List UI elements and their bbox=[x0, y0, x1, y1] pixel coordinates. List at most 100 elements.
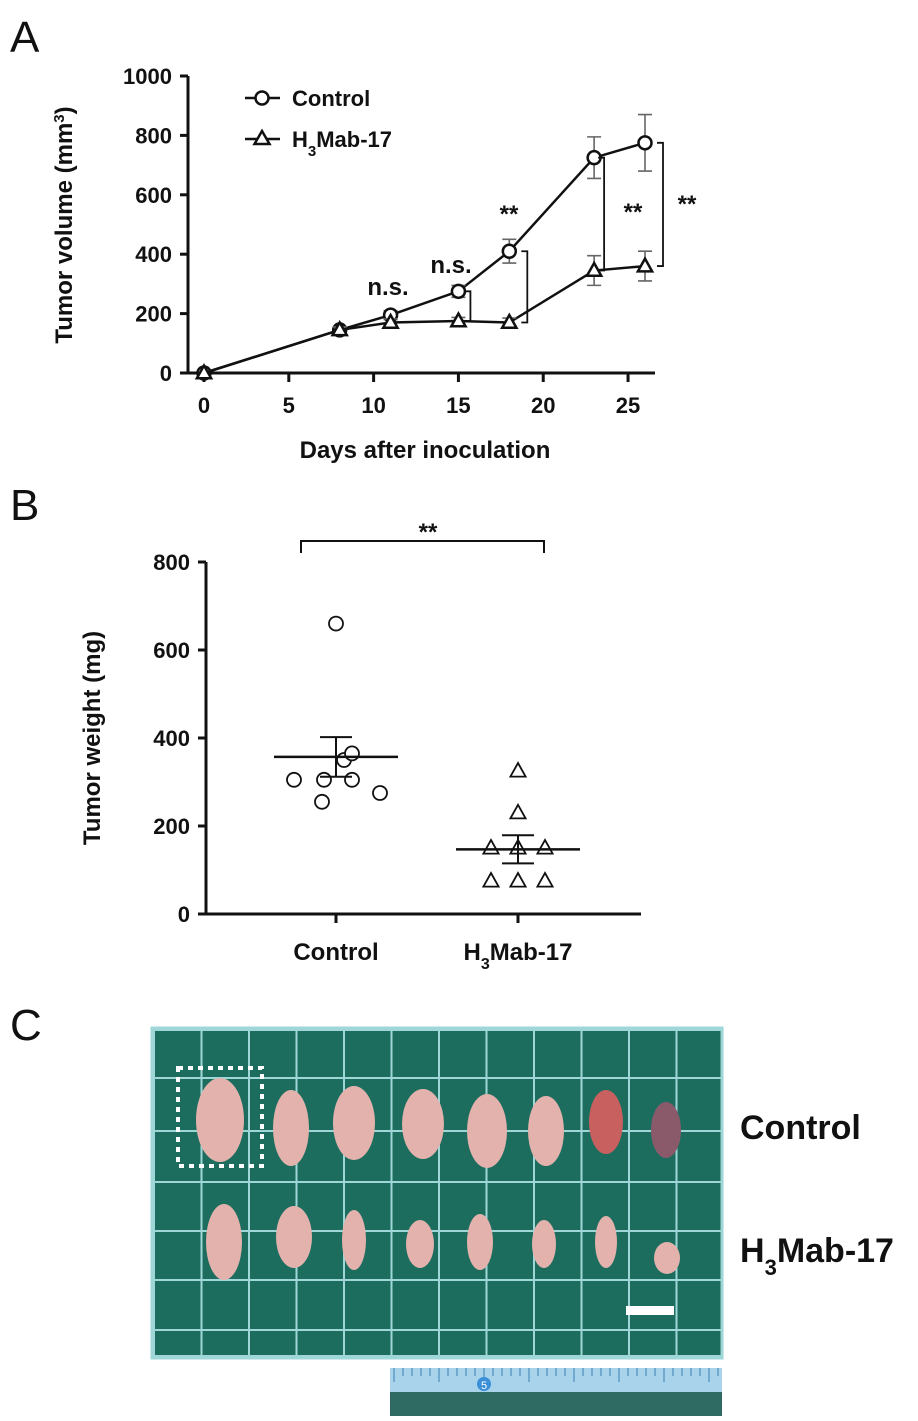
control-weight-point bbox=[344, 771, 360, 788]
ruler-mark-label: 5 bbox=[481, 1380, 487, 1392]
significance-bracket bbox=[464, 290, 472, 322]
control-data-point bbox=[501, 243, 518, 259]
ruler-mark-circle bbox=[477, 1377, 491, 1391]
panel-b-letter: B bbox=[10, 481, 39, 530]
tumor-specimens bbox=[196, 1078, 681, 1280]
control-weight-point bbox=[286, 771, 302, 788]
control-weight-point bbox=[316, 771, 332, 788]
a-x-tick-label: 25 bbox=[616, 393, 640, 418]
a-y-tick-label: 0 bbox=[160, 361, 172, 386]
highlight-box bbox=[176, 1066, 264, 1168]
a-y-tick-label: 1000 bbox=[123, 64, 172, 89]
tumor-specimen bbox=[276, 1206, 312, 1268]
a-y-tick-label: 400 bbox=[135, 242, 172, 267]
a-y-tick-label: 600 bbox=[135, 183, 172, 208]
sem-error-bar bbox=[502, 834, 534, 865]
b-y-tick-label: 200 bbox=[153, 814, 190, 839]
row-label-control: Control bbox=[740, 1109, 861, 1147]
significance-label: n.s. bbox=[430, 252, 471, 279]
tumor-volume-line-chart: 0 200 400 600 800 1000 0 5 10 15 20 25 Tumor volum… bbox=[51, 64, 697, 464]
tumor-specimen bbox=[651, 1102, 681, 1158]
h3mab-weight-point bbox=[508, 802, 528, 820]
h3mab-weight-point bbox=[535, 871, 555, 888]
h3mab-weight-point bbox=[481, 838, 501, 855]
h3mab-data-point bbox=[194, 362, 214, 380]
photo-mat bbox=[152, 1028, 722, 1358]
photo-border bbox=[150, 1026, 724, 1360]
row-label-h3mab: H3Mab-17 bbox=[740, 1232, 894, 1280]
significance-bracket bbox=[657, 141, 664, 267]
tumor-specimen bbox=[402, 1089, 444, 1159]
ruler-ticks bbox=[393, 1368, 719, 1382]
h3mab-data-point bbox=[635, 256, 655, 273]
control-weight-point bbox=[314, 793, 330, 810]
control-weight-point bbox=[328, 615, 344, 632]
b-y-tick-label: 600 bbox=[153, 638, 190, 663]
tumor-specimen bbox=[333, 1086, 375, 1160]
legend-control-label: Control bbox=[292, 86, 370, 111]
tumor-specimen bbox=[467, 1094, 507, 1168]
legend-h3mab-label: H3Mab-17 bbox=[292, 127, 392, 160]
a-x-tick-label: 20 bbox=[531, 393, 555, 418]
a-x-ticks: 0 5 10 15 20 25 bbox=[198, 373, 640, 418]
legend-control-marker bbox=[254, 90, 270, 106]
a-x-tick-label: 0 bbox=[198, 393, 210, 418]
significance-label: n.s. bbox=[367, 274, 408, 301]
tumor-specimen bbox=[532, 1220, 556, 1268]
tumor-photo: 5 Control H3Mab-17 bbox=[150, 1026, 894, 1416]
h3mab-data-point bbox=[381, 312, 400, 330]
significance-bracket bbox=[598, 156, 606, 272]
h3mab-data-point bbox=[449, 310, 468, 328]
a-significance-brackets: n.s. n.s. ** ** ** bbox=[367, 141, 697, 324]
a-y-tick-label: 200 bbox=[135, 302, 172, 327]
b-y-ticks: 0 200 400 600 800 bbox=[153, 550, 206, 927]
b-y-axis-label: Tumor weight (mg) bbox=[79, 631, 106, 845]
significance-label: ** bbox=[624, 199, 643, 226]
a-x-axis-label: Days after inoculation bbox=[300, 437, 551, 464]
tumor-specimen bbox=[206, 1204, 242, 1280]
b-y-tick-label: 800 bbox=[153, 550, 190, 575]
significance-bracket bbox=[521, 250, 529, 324]
control-data-point bbox=[450, 283, 467, 300]
control-series-line bbox=[203, 141, 646, 375]
h3mab-data-point bbox=[500, 312, 519, 330]
h3mab-data-point bbox=[584, 260, 604, 278]
a-x-tick-label: 10 bbox=[361, 393, 385, 418]
b-significance-bracket: ** bbox=[300, 519, 545, 553]
panel-c-letter: C bbox=[10, 1001, 42, 1050]
h3mab-weight-point bbox=[508, 761, 528, 778]
a-series-layer bbox=[194, 113, 655, 381]
tumor-weight-scatter-chart: 0 200 400 600 800 Tumor weight (mg) Control H… bbox=[79, 519, 641, 973]
ruler: 5 bbox=[390, 1368, 722, 1416]
a-y-axis-label: Tumor volume (mm3) bbox=[51, 106, 79, 343]
h3mab-series-line bbox=[203, 264, 646, 375]
a-y-ticks: 0 200 400 600 800 1000 bbox=[123, 64, 188, 386]
a-legend: Control H3Mab-17 bbox=[245, 86, 392, 160]
h3mab-weight-point bbox=[508, 871, 528, 888]
tumor-specimen bbox=[528, 1096, 564, 1166]
panel-a-letter: A bbox=[10, 13, 40, 62]
tumor-specimen bbox=[654, 1242, 680, 1274]
tumor-specimen bbox=[589, 1090, 623, 1154]
a-y-tick-label: 800 bbox=[135, 123, 172, 148]
control-weight-point bbox=[344, 745, 360, 762]
tumor-specimen bbox=[467, 1214, 493, 1270]
tumor-specimen bbox=[273, 1090, 309, 1166]
a-x-tick-label: 15 bbox=[446, 393, 470, 418]
sem-error-bar bbox=[320, 736, 352, 778]
b-points-layer bbox=[274, 615, 580, 888]
a-x-tick-label: 5 bbox=[283, 393, 295, 418]
significance-label: ** bbox=[678, 191, 697, 218]
b-significance-label: ** bbox=[419, 519, 438, 546]
b-y-tick-label: 400 bbox=[153, 726, 190, 751]
tumor-specimen bbox=[595, 1216, 617, 1268]
legend-h3mab-marker bbox=[252, 128, 272, 146]
significance-label: ** bbox=[500, 201, 519, 228]
tumor-specimen bbox=[196, 1078, 244, 1162]
h3mab-weight-point bbox=[481, 871, 501, 888]
tumor-specimen bbox=[406, 1220, 434, 1268]
scale-bar bbox=[626, 1306, 674, 1315]
control-weight-point bbox=[372, 785, 388, 801]
b-category-label: H3Mab-17 bbox=[464, 939, 573, 973]
